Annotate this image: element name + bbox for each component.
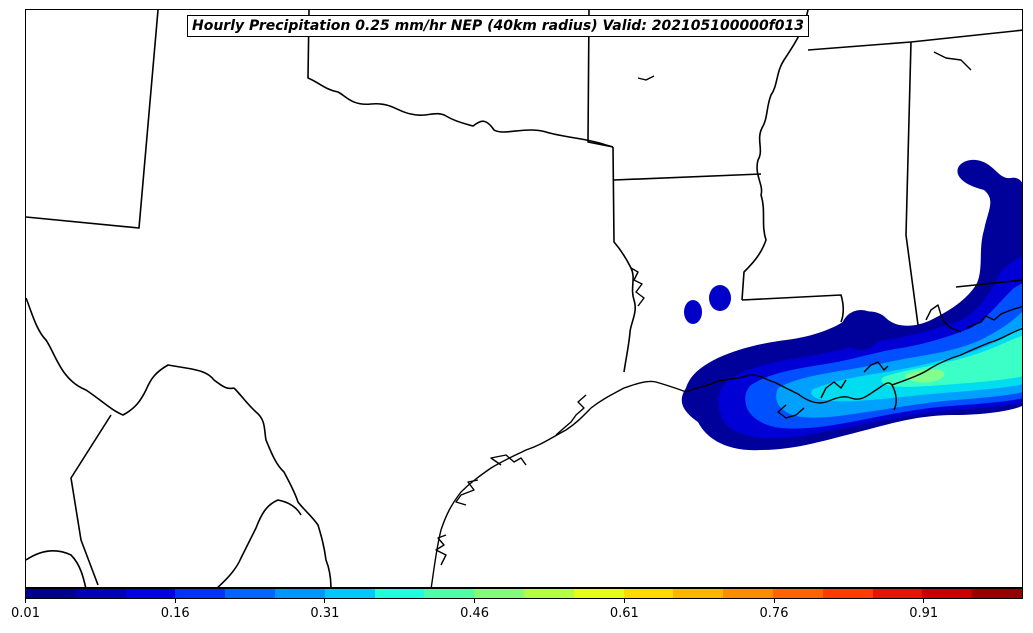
colorbar-segment [26, 589, 76, 598]
colorbar-segment [723, 589, 773, 598]
louisiana-coast [685, 374, 897, 411]
colorbar-tick [474, 599, 476, 603]
texas-bays-2 [455, 479, 479, 506]
precip-blob-a [684, 300, 702, 324]
colorbar-segment [324, 589, 375, 598]
delta-1 [777, 404, 805, 419]
boundary-tx-nm-south [26, 297, 235, 416]
colorbar-tick-label: 0.91 [909, 606, 939, 621]
colorbar-segment [772, 589, 823, 598]
boundary-ms-al [905, 41, 919, 326]
fl-coast [965, 305, 1022, 329]
boundary-nm-co [26, 10, 159, 229]
colorbar-segment [972, 589, 1022, 598]
boundary-tx-la [612, 146, 637, 373]
colorbar-segment [623, 589, 674, 598]
boundary-ar-la [613, 173, 762, 181]
colorbar-segment [424, 589, 475, 598]
boundary-ms-river [741, 10, 809, 301]
colorbar-segment [822, 589, 873, 598]
colorbar-segment [474, 589, 524, 598]
colorbar-tick-label: 0.01 [11, 606, 40, 621]
precip-blob-c [841, 310, 881, 350]
ms-lake [933, 51, 972, 71]
gulf-coast-texas [430, 380, 687, 587]
boundary-mx-1 [70, 414, 112, 586]
texas-bays-3 [490, 454, 527, 466]
boundary-la-ms [741, 294, 845, 323]
colorbar-segment [175, 589, 226, 598]
delta-3 [863, 361, 889, 373]
colorbar-segment [374, 589, 425, 598]
boundary-tx-ok [307, 10, 614, 148]
precip-contour-7 [905, 369, 945, 383]
texas-bays-4 [555, 394, 587, 436]
boundary-rio-grande [233, 387, 332, 587]
colorbar-tick [923, 599, 925, 603]
precipitation-field [681, 159, 1022, 451]
colorbar-tick [25, 599, 26, 603]
colorbar-segment [523, 589, 574, 598]
state-boundaries [26, 10, 1022, 587]
red-river [630, 267, 645, 307]
colorbar-tick [174, 599, 176, 603]
colorbar-tick [623, 599, 625, 603]
colorbar-segment [125, 589, 176, 598]
colorbar-segment [673, 589, 724, 598]
miss-al-coast [891, 327, 1022, 386]
boundary-al-fl [955, 279, 1022, 288]
colorbar-tick-label: 0.46 [460, 606, 490, 621]
colorbar-tick-label: 0.76 [759, 606, 789, 621]
colorbar-tick-label: 0.31 [310, 606, 340, 621]
coastline [430, 51, 1022, 587]
boundary-ok-ar [587, 10, 614, 148]
boundary-mx-3 [26, 550, 87, 587]
delta-2 [820, 379, 847, 399]
colorbar [25, 588, 1023, 599]
colorbar-segment [274, 589, 325, 598]
colorbar-segment [225, 589, 275, 598]
colorbar-segment [872, 589, 923, 598]
boundary-mx-2 [217, 499, 302, 587]
map-panel [25, 9, 1023, 588]
colorbar-segment [922, 589, 973, 598]
colorbar-tick [773, 599, 775, 603]
precip-blob-b [709, 285, 731, 311]
texas-bays-1 [435, 534, 447, 566]
small-lake [637, 75, 655, 81]
map-title: Hourly Precipitation 0.25 mm/hr NEP (40k… [187, 15, 810, 37]
colorbar-segment [75, 589, 126, 598]
colorbar-segment [573, 589, 624, 598]
mobile-bay [925, 304, 962, 333]
map-canvas [26, 10, 1022, 587]
colorbar-tick-label: 0.16 [160, 606, 190, 621]
colorbar-tick-label: 0.61 [609, 606, 639, 621]
boundary-tn [807, 29, 1022, 51]
colorbar-tick [324, 599, 326, 603]
